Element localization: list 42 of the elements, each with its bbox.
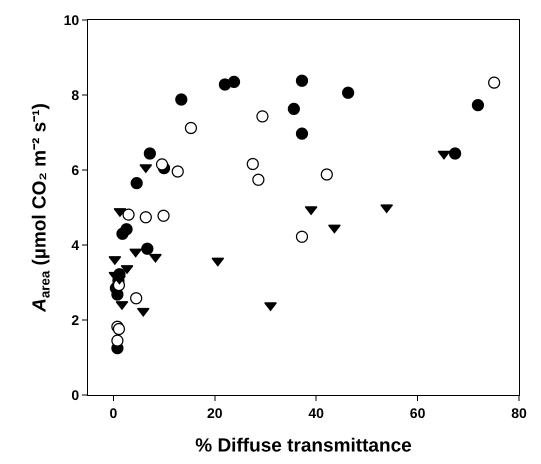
point [175,93,188,106]
point [252,174,264,186]
y-tick-label: 4 [71,236,80,253]
point [288,102,300,115]
point [296,74,308,87]
x-tick-label: 0 [109,404,118,421]
x-tick-label: 80 [511,404,527,421]
y-tick-label: 0 [71,386,80,403]
point [342,86,354,99]
point [172,165,184,178]
point [157,210,170,222]
point [141,242,154,255]
x-tick-label: 20 [206,404,223,421]
point [136,308,150,317]
point [320,168,333,181]
point [111,334,124,347]
y-tick-label: 2 [71,312,80,328]
y-tick-label: 8 [71,86,80,103]
point [122,208,135,221]
point [116,228,129,240]
point [130,177,143,190]
point [130,292,142,304]
x-tick-label: 40 [308,404,324,421]
point [256,110,269,122]
point [184,122,198,134]
x-tick-label: 60 [410,404,426,421]
point [156,158,168,170]
point [144,147,156,160]
point [296,230,308,243]
y-tick-label: 6 [71,162,80,178]
point [296,128,308,140]
point [140,211,152,224]
point [112,322,126,336]
x-axis-title: % Diffuse transmittance [195,436,412,457]
point [228,76,240,88]
point [380,204,394,214]
y-tick-label: 10 [64,12,80,28]
point [472,99,484,112]
point [449,147,462,160]
point [488,76,500,89]
point [149,254,162,263]
point [246,158,259,170]
